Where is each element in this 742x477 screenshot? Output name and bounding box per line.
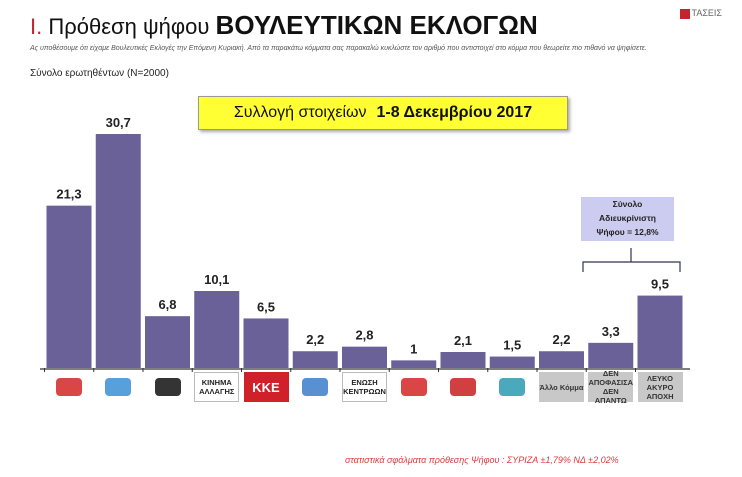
logo-square-icon	[679, 8, 690, 19]
bar	[145, 316, 190, 368]
data-label: 2,1	[454, 333, 472, 348]
title-main: Πρόθεση ψήφου	[48, 14, 210, 39]
party-logo-red-flag-star-icon	[47, 372, 92, 402]
bar	[539, 351, 584, 368]
page-title: I. Πρόθεση ψήφου ΒΟΥΛΕΥΤΙΚΩΝ ΕΚΛΟΓΩΝ	[30, 10, 538, 41]
note-line: Αδιευκρίνιστη	[599, 213, 656, 223]
error-margin-footer: στατιστικά σφάλματα πρόθεσης Ψήφου : ΣΥΡ…	[345, 455, 619, 465]
category-label: ΚΚΕ	[243, 372, 289, 402]
bar	[342, 346, 387, 368]
undecided-bracket	[582, 248, 681, 272]
undecided-note: Σύνολο Αδιευκρίνιστη Ψήφου = 12,8%	[581, 197, 674, 241]
date-box-label: Συλλογή στοιχείων	[233, 104, 367, 121]
data-label: 2,2	[552, 332, 570, 347]
note-line: Σύνολο	[612, 199, 643, 209]
data-label: 21,3	[56, 187, 81, 202]
logo-text: ΤΑΣΕΙΣ	[691, 8, 722, 18]
bar	[637, 295, 683, 368]
data-label: 10,1	[204, 272, 229, 287]
data-label: 3,3	[602, 324, 620, 339]
category-label: ΛΕΥΚΟ ΑΚΥΡΟ ΑΠΟΧΗ	[637, 372, 683, 402]
party-logo-red-star-circle-icon	[391, 372, 436, 402]
party-logo-meander-wreath-icon	[145, 372, 190, 402]
data-label: 30,7	[106, 115, 131, 130]
title-number: I.	[30, 14, 43, 39]
bar	[292, 351, 338, 368]
bar	[194, 291, 240, 368]
party-logo-blue-script-icon	[96, 372, 141, 402]
bar	[588, 342, 634, 368]
title-emphasis: ΒΟΥΛΕΥΤΙΚΩΝ ΕΚΛΟΓΩΝ	[215, 10, 538, 40]
bar	[95, 134, 141, 368]
tasis-logo: ΤΑΣΕΙΣ	[679, 8, 722, 19]
party-logo-sailboats-icon	[490, 372, 535, 402]
party-logo-red-wordmark-icon	[441, 372, 486, 402]
bar	[440, 351, 486, 368]
category-label: ΔΕΝ ΑΠΟΦΑΣΙΣΑ ΔΕΝ ΑΠΑΝΤΩ	[588, 369, 634, 405]
data-label: 1	[410, 341, 417, 356]
category-label: ΚΙΝΗΜΑ ΑΛΛΑΓΗΣ	[194, 372, 240, 402]
note-line: Ψήφου = 12,8%	[596, 227, 659, 237]
bar	[489, 356, 535, 368]
data-label: 1,5	[503, 338, 521, 353]
bar	[46, 205, 92, 368]
date-box-dates: 1-8 Δεκεμβρίου 2017	[376, 104, 533, 121]
bar	[391, 360, 437, 368]
data-label: 2,8	[355, 328, 373, 343]
data-label: 6,8	[158, 297, 176, 312]
category-label: Άλλο Κόμμα	[539, 372, 584, 402]
question-text: Ας υποθέσουμε ότι είχαμε Βουλευτικές Εκλ…	[30, 45, 647, 52]
date-box: Συλλογή στοιχείων 1-8 Δεκεμβρίου 2017	[198, 96, 568, 130]
sample-size: Σύνολο ερωτηθέντων (N=2000)	[30, 68, 169, 79]
category-label: ΕΝΩΣΗ ΚΕΝΤΡΩΩΝ	[342, 372, 387, 402]
bar	[243, 318, 289, 368]
data-label: 6,5	[257, 299, 275, 314]
data-label: 9,5	[651, 277, 669, 292]
party-logo-blue-wave-icon	[293, 372, 338, 402]
data-label: 2,2	[306, 332, 324, 347]
